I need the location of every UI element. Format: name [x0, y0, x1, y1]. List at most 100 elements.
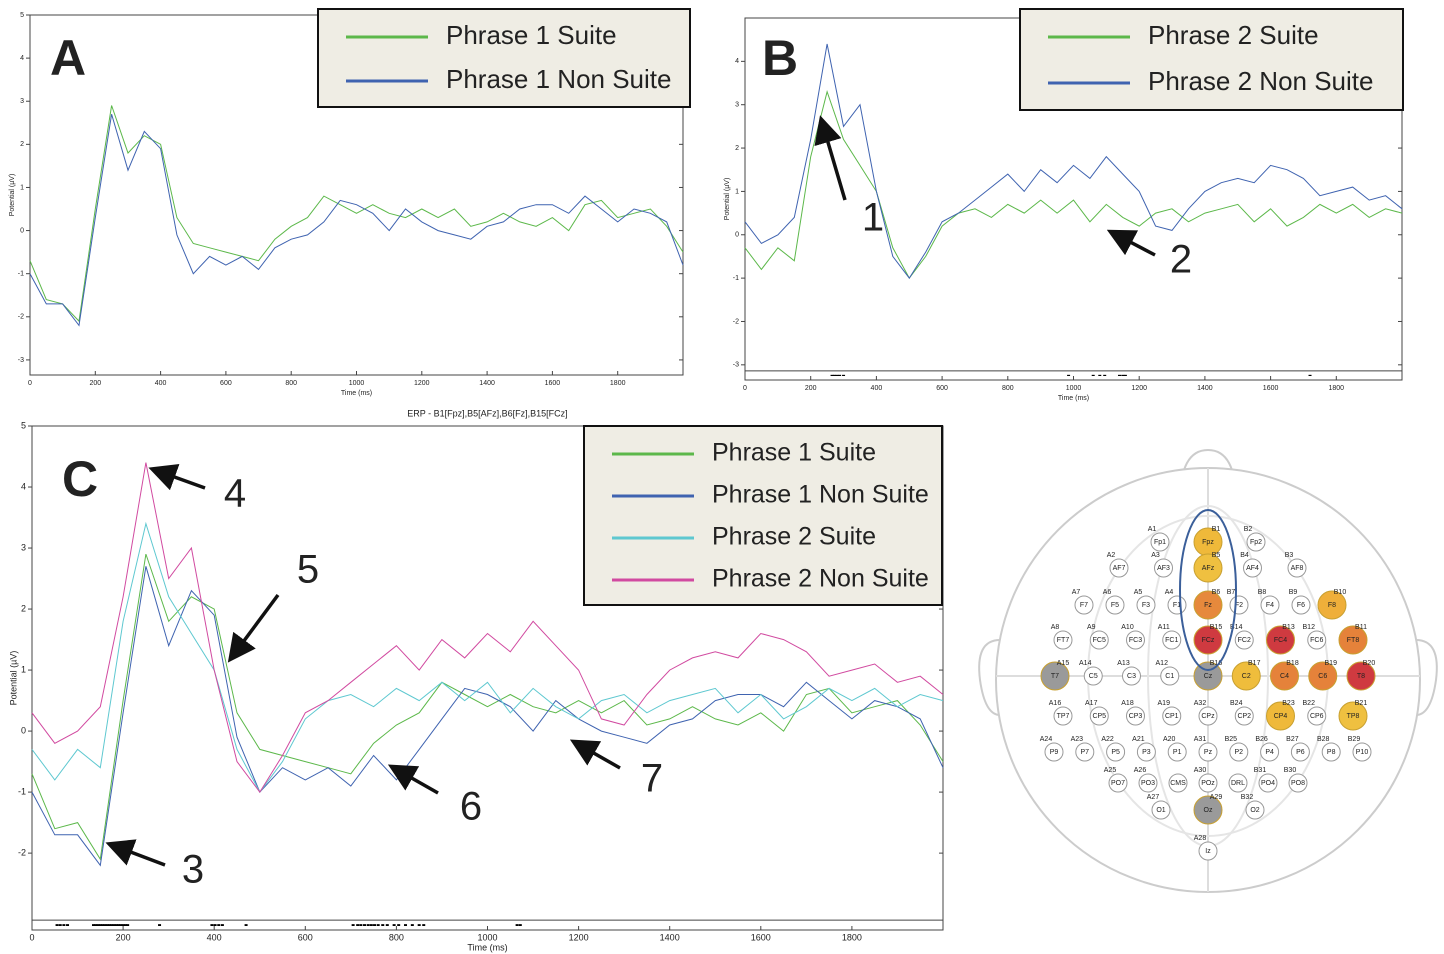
- electrode-name: DRL: [1231, 780, 1245, 787]
- x-axis-label: Time (ms): [1058, 395, 1089, 402]
- x-tick-label: 1400: [660, 932, 680, 942]
- y-tick-label: -1: [18, 271, 24, 278]
- electrode: [1193, 553, 1223, 583]
- significance-bar: [103, 924, 107, 926]
- electrode-code: B26: [1255, 736, 1268, 743]
- electrode-name: FCz: [1202, 637, 1215, 644]
- electrode: [1321, 742, 1341, 762]
- electrode-name: Pz: [1204, 749, 1213, 756]
- x-tick-label: 800: [285, 380, 297, 387]
- panel-letter: B: [762, 30, 798, 86]
- significance-bar: [385, 924, 389, 926]
- electrode-code: A5: [1134, 589, 1143, 596]
- electrode-code: B14: [1230, 624, 1243, 631]
- x-tick-label: 400: [155, 380, 167, 387]
- electrode-code: B31: [1254, 767, 1267, 774]
- legend-box: [583, 425, 943, 606]
- annotation-arrow: [227, 593, 280, 663]
- y-tick-label: 1: [21, 664, 26, 674]
- electrode-code: B13: [1282, 624, 1295, 631]
- electrode-name: Fz: [1204, 602, 1212, 609]
- significance-bar: [105, 924, 109, 926]
- electrode-name: F4: [1266, 602, 1274, 609]
- electrode-code: A22: [1101, 736, 1114, 743]
- electrode: [1198, 706, 1218, 726]
- electrode-code: B12: [1303, 624, 1316, 631]
- electrode: [1162, 706, 1182, 726]
- legend-label: Phrase 2 Suite: [1148, 20, 1319, 50]
- electrode-name: Fpz: [1202, 539, 1214, 546]
- electrode-name: C3: [1127, 673, 1136, 680]
- y-tick-label: 3: [20, 98, 24, 105]
- electrode-code: A16: [1049, 700, 1062, 707]
- significance-bar: [397, 924, 401, 926]
- electrode-name: T8: [1357, 673, 1365, 680]
- x-tick-label: 0: [743, 385, 747, 392]
- electrode: [1126, 630, 1145, 650]
- significance-bar: [107, 924, 111, 926]
- annotation-label: 1: [862, 196, 884, 240]
- significance-bar: [376, 924, 380, 926]
- electrode: [1338, 625, 1368, 655]
- legend-label: Phrase 1 Suite: [712, 439, 876, 467]
- significance-bar: [110, 924, 114, 926]
- electrode-code: A29: [1210, 794, 1223, 801]
- electrode-name: Iz: [1205, 848, 1211, 855]
- x-tick-label: 1400: [1197, 385, 1213, 392]
- electrode-name: F7: [1080, 602, 1088, 609]
- electrode-name: CP4: [1274, 713, 1288, 720]
- x-tick-label: 1600: [751, 932, 771, 942]
- significance-bar: [1308, 374, 1312, 376]
- electrode: [1198, 841, 1218, 861]
- x-tick-label: 800: [1002, 385, 1014, 392]
- electrode: [1317, 590, 1347, 620]
- electrode-code: A2: [1107, 552, 1116, 559]
- y-axis-label: Potential (µV): [9, 174, 16, 217]
- y-tick-label: -1: [733, 275, 739, 282]
- electrode-name: P5: [1111, 749, 1120, 756]
- electrode: [1291, 595, 1311, 615]
- annotation-label: 6: [460, 785, 482, 829]
- electrode: [1160, 666, 1180, 686]
- significance-bar: [417, 924, 421, 926]
- electrode: [1246, 532, 1266, 552]
- electrode: [1138, 773, 1158, 793]
- electrode-code: B15: [1210, 624, 1223, 631]
- y-tick-label: 2: [21, 603, 26, 613]
- electrode-code: B11: [1355, 624, 1367, 631]
- x-tick-label: 1600: [545, 380, 561, 387]
- x-tick-label: 1600: [1263, 385, 1279, 392]
- significance-bar: [359, 924, 363, 926]
- series-line: [744, 43, 1403, 279]
- electrode: [1105, 595, 1125, 615]
- y-tick-label: 4: [735, 58, 739, 65]
- electrode-name: F1: [1173, 602, 1181, 609]
- electrode-code: A9: [1087, 624, 1096, 631]
- x-tick-label: 200: [116, 932, 131, 942]
- electrode: [1308, 661, 1338, 691]
- significance-bar: [1098, 374, 1102, 376]
- electrode-name: P9: [1050, 749, 1059, 756]
- electrode: [1290, 742, 1310, 762]
- significance-bar: [1123, 374, 1127, 376]
- electrode-code: A21: [1132, 736, 1145, 743]
- x-axis-label: Time (ms): [341, 390, 372, 397]
- significance-bar: [98, 924, 102, 926]
- significance-bar: [220, 924, 224, 926]
- electrode-name: F8: [1328, 602, 1336, 609]
- significance-bar: [366, 924, 370, 926]
- electrode: [1089, 706, 1109, 726]
- electrode-name: AF8: [1291, 565, 1304, 572]
- electrode-name: P2: [1235, 749, 1244, 756]
- electrode-name: FC3: [1129, 637, 1142, 644]
- y-tick-label: 3: [735, 102, 739, 109]
- x-tick-label: 600: [936, 385, 948, 392]
- electrode: [1346, 661, 1376, 691]
- electrode-map: Fp1 A1 Fpz B1 Fp2 B2 AF7 A2 AF3 A3 AFz B5 AF4 B4 AF8 B3…: [1040, 526, 1376, 861]
- electrode: [1089, 630, 1109, 650]
- significance-bar: [121, 924, 125, 926]
- electrode: [1193, 661, 1223, 691]
- electrode-name: C5: [1089, 673, 1098, 680]
- electrode-code: A1: [1148, 526, 1157, 533]
